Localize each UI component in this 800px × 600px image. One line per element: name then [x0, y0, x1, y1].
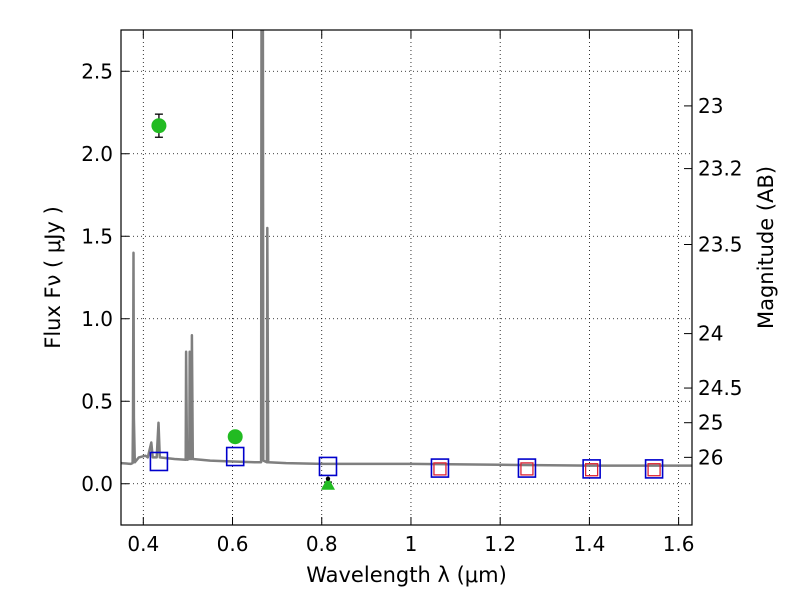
axis-ticks: 0.4 0.6 0.8 1 1.2 1.4 1.6 0.0 0.5 1.0 1.5 2.0 2.5 23 2… [81, 30, 743, 556]
observed-flux-point [151, 118, 167, 134]
y-tick-label: 1.5 [81, 224, 113, 248]
model-photometry-square [430, 458, 450, 478]
plot-frame [120, 29, 693, 526]
x-tick-label: 1.2 [484, 532, 516, 556]
upper-limit-triangle [320, 476, 335, 490]
model-photometry-square-red [647, 463, 661, 477]
observed-flux-point [227, 429, 243, 445]
model-photometry-square [318, 456, 338, 477]
x-tick-label: 0.4 [127, 532, 159, 556]
y-tick-label: 2.0 [81, 142, 113, 166]
y2-tick-label: 26 [698, 445, 723, 469]
y2-tick-label: 24 [698, 322, 723, 346]
y2-tick-label: 23.2 [698, 157, 743, 181]
x-tick-label: 1.6 [663, 532, 695, 556]
y-tick-label: 1.0 [81, 307, 113, 331]
model-photometry-square-red [520, 462, 534, 476]
model-photometry-square [582, 459, 601, 479]
y-tick-label: 0.0 [81, 472, 113, 496]
y-axis-label: Flux Fν ( μJy ) [41, 206, 65, 349]
x-tick-label: 0.8 [306, 532, 338, 556]
plot-area [121, 30, 692, 490]
y-tick-label: 0.5 [81, 389, 113, 413]
y-tick-label: 2.5 [81, 59, 113, 83]
y2-tick-label: 23 [698, 94, 723, 118]
model-photometry-square-red [584, 463, 599, 477]
y2-tick-label: 23.5 [698, 233, 743, 257]
model-photometry-square [644, 459, 664, 479]
model-photometry-square [517, 458, 537, 478]
x-tick-label: 1.4 [573, 532, 605, 556]
right-axis-label: Magnitude (AB) [754, 166, 778, 329]
x-tick-label: 0.6 [217, 532, 249, 556]
sed-model-line [121, 30, 692, 467]
model-photometry-square [149, 451, 169, 472]
model-photometry-square-red [433, 462, 447, 476]
upper-limit-dot [325, 476, 331, 481]
model-photometry-square [225, 446, 245, 467]
x-tick-label: 1 [405, 532, 418, 556]
y2-tick-label: 25 [698, 411, 723, 435]
grid-lines [121, 30, 692, 525]
x-axis-label: Wavelength λ (μm) [306, 563, 507, 587]
y2-tick-label: 24.5 [698, 376, 743, 400]
